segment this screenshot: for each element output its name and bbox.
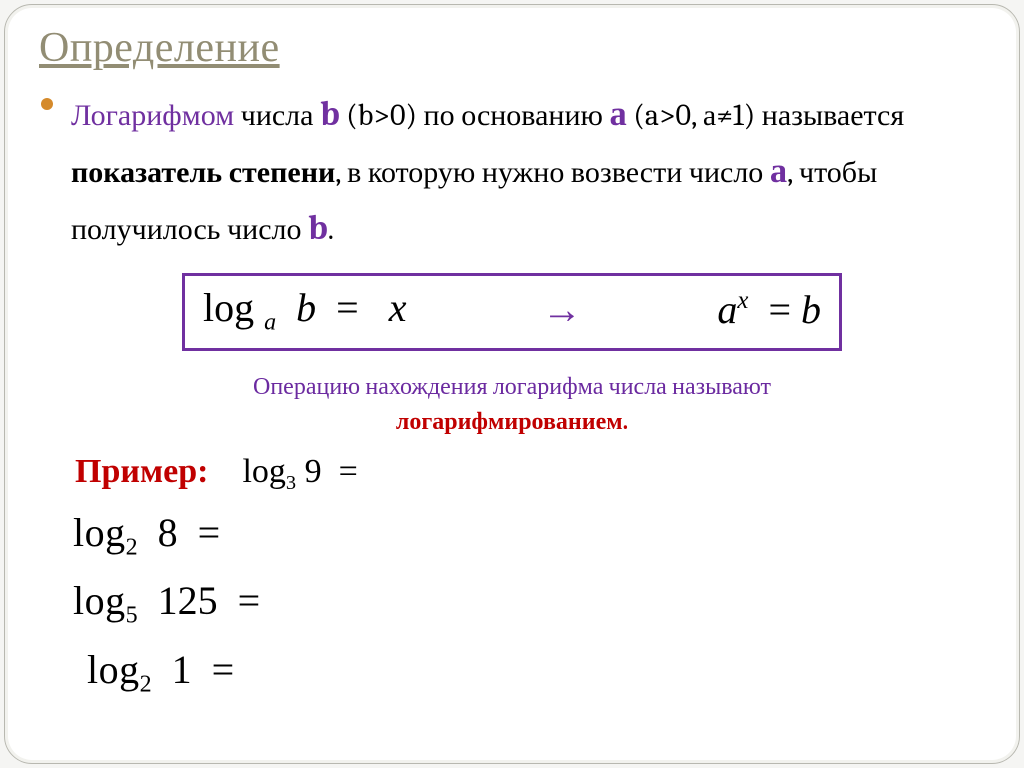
- log-argument-value: b: [296, 285, 316, 330]
- sp: [202, 647, 212, 692]
- variable-a: а: [770, 151, 787, 191]
- power-base: a: [717, 287, 737, 332]
- sp: [188, 510, 198, 555]
- log-argument: 9: [305, 453, 322, 490]
- bullet-icon: [41, 98, 53, 110]
- text-fragment: числа: [234, 98, 320, 133]
- log-base: a: [264, 309, 276, 335]
- sp: [148, 510, 158, 555]
- equals: =: [336, 285, 359, 330]
- example-row: Пример: log3 9 =: [75, 453, 985, 495]
- sp: [228, 578, 238, 623]
- equals-sign: [326, 285, 336, 330]
- example-label: Пример:: [75, 453, 208, 490]
- log-operator: log: [87, 647, 140, 692]
- log-argument: 125: [158, 578, 218, 623]
- formula-rhs: [369, 285, 389, 330]
- example-expr: log2 8 =: [73, 509, 985, 561]
- equals-sign: =: [238, 578, 261, 623]
- sp: [791, 287, 801, 332]
- equals-sign: =: [198, 510, 221, 555]
- variable-b: b: [308, 208, 328, 248]
- caption-line: Операцию нахождения логарифма числа назы…: [253, 372, 771, 400]
- example-expr: log3 9 =: [242, 453, 357, 490]
- equals: [330, 453, 339, 490]
- text-fragment: , в которую нужно возвести число: [335, 155, 770, 190]
- log-operator: log: [242, 453, 285, 490]
- variable-a: а: [610, 94, 627, 134]
- slide-frame: Определение Логарифмом числа b (b>0) по …: [4, 4, 1020, 764]
- log-base: 5: [126, 603, 138, 629]
- arrow-icon: →: [542, 286, 582, 333]
- example-expr: log5 125 =: [73, 577, 985, 629]
- log-operator: log: [73, 578, 126, 623]
- equals: [758, 287, 768, 332]
- caption-term: логарифмированием.: [396, 407, 628, 435]
- equals-sign: =: [339, 453, 358, 490]
- log-operator: log: [203, 285, 254, 330]
- log-base: 2: [126, 534, 138, 560]
- log-argument: [286, 285, 296, 330]
- text-fragment: (b>0) по основанию: [340, 98, 610, 133]
- equals-sign: =: [212, 647, 235, 692]
- term-logarithm: Логарифмом: [71, 98, 234, 133]
- log-operator: log: [73, 510, 126, 555]
- sp: [162, 647, 172, 692]
- formula-right: ax = b: [717, 286, 821, 333]
- text-fragment: (a>0, а≠1) называется: [627, 98, 904, 133]
- equals-sign: =: [768, 287, 791, 332]
- sp: [148, 578, 158, 623]
- caption-text: Операцию нахождения логарифма числа назы…: [39, 369, 985, 439]
- slide-title: Определение: [39, 23, 985, 72]
- term-exponent: показатель степени: [71, 155, 335, 190]
- variable-b: b: [320, 94, 340, 134]
- example-expr: log2 1 =: [87, 646, 985, 698]
- definition-paragraph: Логарифмом числа b (b>0) по основанию а …: [71, 86, 985, 257]
- formula-b: b: [801, 287, 821, 332]
- log-base: 3: [286, 472, 296, 494]
- log-argument: 8: [158, 510, 178, 555]
- log-base: 2: [140, 671, 152, 697]
- formula-left: log a b = x: [203, 284, 406, 336]
- formula-x: x: [389, 285, 407, 330]
- text-fragment: .: [328, 212, 334, 247]
- power-exponent: x: [737, 288, 748, 315]
- formula-box: log a b = x → ax = b: [182, 273, 842, 351]
- log-argument: 1: [172, 647, 192, 692]
